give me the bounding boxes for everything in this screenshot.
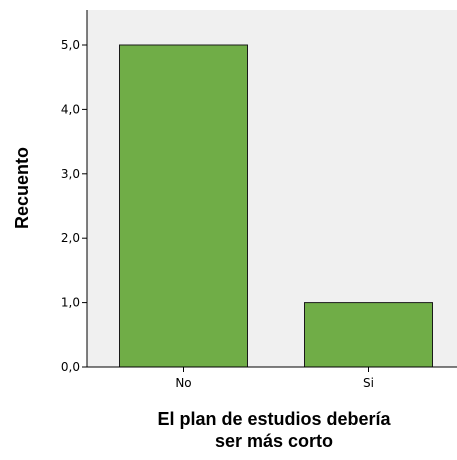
bar-no [119,44,248,368]
x-tick-label-no: No [175,376,191,390]
y-tick-label: 0,0 [61,360,80,374]
x-tick-label-si: Si [363,376,374,390]
bar-si [304,302,433,368]
bars-group [119,44,433,368]
y-tick-label: 5,0 [61,38,80,52]
x-axis-ticks: No Si [175,367,374,390]
x-axis-title-line-1: El plan de estudios debería [157,409,391,429]
y-axis-title: Recuento [12,147,32,229]
y-axis-ticks: 0,0 1,0 2,0 3,0 4,0 5,0 [61,38,87,374]
y-tick-label: 3,0 [61,167,80,181]
y-tick-label: 2,0 [61,231,80,245]
x-axis-title-line-2: ser más corto [215,431,333,451]
y-tick-label: 1,0 [61,296,80,310]
y-tick-label: 4,0 [61,102,80,116]
